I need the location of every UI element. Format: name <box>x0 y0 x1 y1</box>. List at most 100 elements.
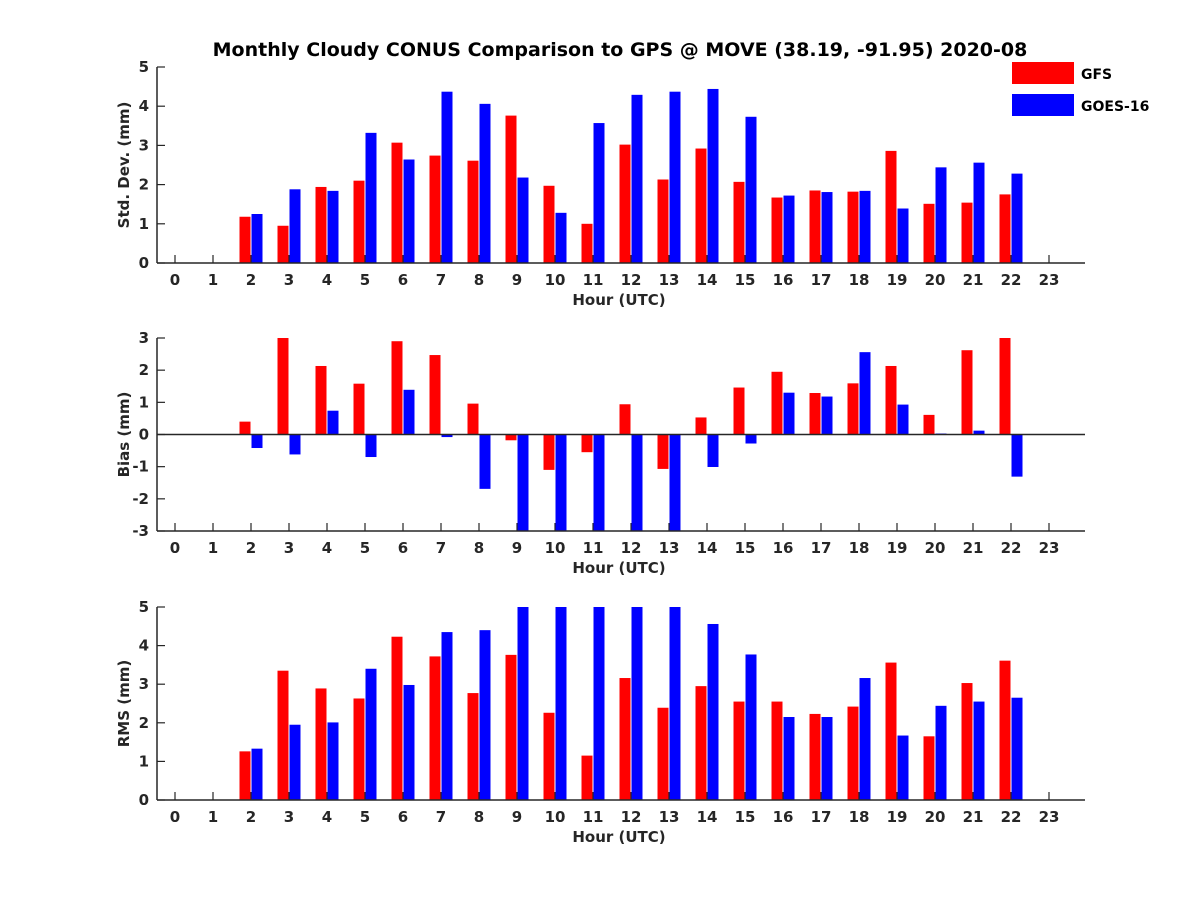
x-tick-label: 6 <box>398 539 408 557</box>
bar-goes-16-hour-9 <box>517 607 529 800</box>
y-tick-label: 3 <box>139 136 149 154</box>
bar-goes-16-hour-11 <box>593 123 605 263</box>
y-tick-label: 0 <box>139 254 149 272</box>
x-tick-label: 7 <box>436 808 446 826</box>
x-tick-label: 5 <box>360 271 370 289</box>
bar-gfs-hour-19 <box>885 150 897 263</box>
bar-gfs-hour-2 <box>239 751 251 800</box>
bar-goes-16-hour-16 <box>783 717 795 800</box>
x-tick-label: 10 <box>545 271 566 289</box>
bar-goes-16-hour-15 <box>745 434 757 444</box>
bar-gfs-hour-8 <box>467 403 479 435</box>
bar-goes-16-hour-5 <box>365 434 377 458</box>
x-tick-label: 8 <box>474 539 484 557</box>
x-tick-label: 12 <box>621 808 642 826</box>
y-tick-label: -1 <box>132 458 149 476</box>
bar-gfs-hour-7 <box>429 355 441 435</box>
bar-gfs-hour-9 <box>505 434 517 441</box>
bar-goes-16-hour-12 <box>631 607 643 800</box>
bar-gfs-hour-10 <box>543 712 555 800</box>
bar-goes-16-hour-20 <box>935 167 947 263</box>
bar-gfs-hour-16 <box>771 701 783 800</box>
x-tick-label: 20 <box>925 808 946 826</box>
x-tick-label: 19 <box>887 808 908 826</box>
bar-goes-16-hour-15 <box>745 654 757 800</box>
bar-goes-16-hour-21 <box>973 430 985 435</box>
bar-gfs-hour-5 <box>353 698 365 800</box>
bar-goes-16-hour-20 <box>935 705 947 800</box>
x-tick-label: 18 <box>849 539 870 557</box>
bar-gfs-hour-13 <box>657 434 669 469</box>
x-tick-label: 10 <box>545 808 566 826</box>
bar-gfs-hour-7 <box>429 155 441 263</box>
x-tick-label: 19 <box>887 539 908 557</box>
bar-goes-16-hour-16 <box>783 392 795 435</box>
bar-goes-16-hour-6 <box>403 684 415 800</box>
y-tick-label: -3 <box>132 522 149 540</box>
y-tick-label: 3 <box>139 675 149 693</box>
bar-goes-16-hour-19 <box>897 404 909 435</box>
bar-goes-16-hour-3 <box>289 724 301 800</box>
bar-gfs-hour-8 <box>467 160 479 263</box>
bar-goes-16-hour-4 <box>327 410 339 435</box>
bar-gfs-hour-14 <box>695 686 707 800</box>
bar-goes-16-hour-5 <box>365 132 377 263</box>
bar-goes-16-hour-8 <box>479 630 491 800</box>
x-tick-label: 18 <box>849 271 870 289</box>
bar-gfs-hour-6 <box>391 142 403 263</box>
x-tick-label: 8 <box>474 271 484 289</box>
bar-gfs-hour-2 <box>239 421 251 435</box>
bar-gfs-hour-18 <box>847 191 859 263</box>
bar-gfs-hour-15 <box>733 181 745 263</box>
bar-gfs-hour-4 <box>315 365 327 435</box>
bar-gfs-hour-5 <box>353 180 365 263</box>
x-tick-label: 23 <box>1039 539 1060 557</box>
bar-gfs-hour-2 <box>239 216 251 263</box>
bar-goes-16-hour-13 <box>669 607 681 800</box>
x-tick-label: 13 <box>659 271 680 289</box>
bar-goes-16-hour-17 <box>821 396 833 435</box>
bar-gfs-hour-18 <box>847 706 859 800</box>
bar-gfs-hour-14 <box>695 417 707 435</box>
x-tick-label: 13 <box>659 808 680 826</box>
bar-goes-16-hour-10 <box>555 607 567 800</box>
x-tick-label: 11 <box>583 808 604 826</box>
x-axis-label: Hour (UTC) <box>572 559 665 577</box>
bar-gfs-hour-6 <box>391 341 403 435</box>
bar-gfs-hour-15 <box>733 701 745 800</box>
bar-gfs-hour-17 <box>809 713 821 800</box>
bar-gfs-hour-6 <box>391 636 403 800</box>
bar-gfs-hour-19 <box>885 662 897 800</box>
x-tick-label: 11 <box>583 271 604 289</box>
x-tick-label: 3 <box>284 539 294 557</box>
bar-gfs-hour-22 <box>999 338 1011 435</box>
bar-goes-16-hour-6 <box>403 389 415 435</box>
bar-goes-16-hour-22 <box>1011 434 1023 477</box>
y-tick-label: 1 <box>139 215 149 233</box>
x-tick-label: 21 <box>963 539 984 557</box>
bar-gfs-hour-20 <box>923 736 935 800</box>
bar-gfs-hour-7 <box>429 656 441 800</box>
bar-goes-16-hour-6 <box>403 159 415 263</box>
x-tick-label: 23 <box>1039 271 1060 289</box>
bar-goes-16-hour-13 <box>669 91 681 263</box>
bar-goes-16-hour-4 <box>327 190 339 263</box>
x-tick-label: 6 <box>398 808 408 826</box>
x-tick-label: 14 <box>697 271 718 289</box>
bar-gfs-hour-16 <box>771 371 783 435</box>
x-tick-label: 14 <box>697 539 718 557</box>
x-tick-label: 11 <box>583 539 604 557</box>
bar-gfs-hour-17 <box>809 190 821 263</box>
bar-goes-16-hour-14 <box>707 434 719 467</box>
bar-gfs-hour-21 <box>961 683 973 800</box>
bar-goes-16-hour-18 <box>859 678 871 800</box>
bar-gfs-hour-4 <box>315 688 327 800</box>
bar-goes-16-hour-19 <box>897 735 909 800</box>
x-tick-label: 2 <box>246 539 256 557</box>
x-tick-label: 22 <box>1001 539 1022 557</box>
bar-gfs-hour-12 <box>619 144 631 263</box>
bar-goes-16-hour-2 <box>251 214 263 263</box>
x-tick-label: 0 <box>170 539 180 557</box>
y-tick-label: 2 <box>139 714 149 732</box>
